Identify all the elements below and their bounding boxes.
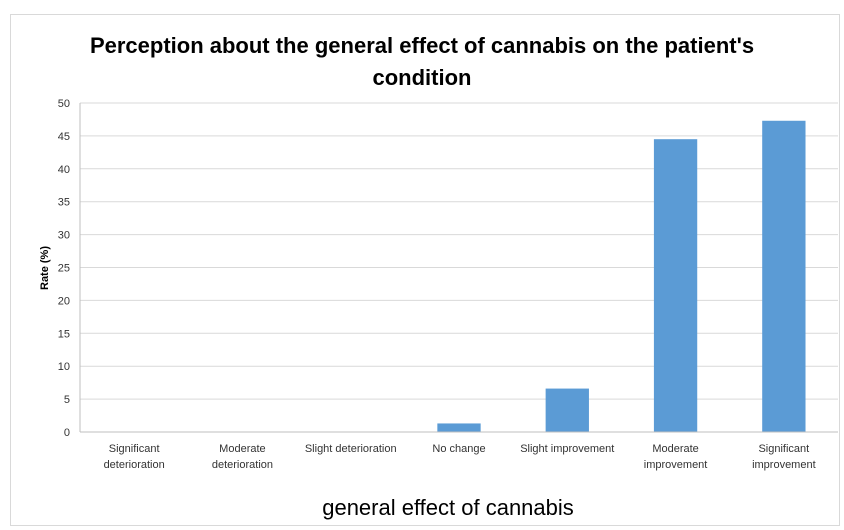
x-tick-label: Significant improvement (752, 443, 816, 471)
y-tick-label: 40 (58, 164, 70, 176)
x-tick-label: Significant deterioration (104, 443, 165, 471)
y-tick-label: 35 (58, 197, 70, 209)
y-tick-label: 15 (58, 328, 70, 340)
y-tick-label: 20 (58, 295, 70, 307)
bar-significant-improvement (762, 120, 806, 433)
x-tick-label: Moderate improvement (644, 443, 708, 471)
chart-title: Perception about the general effect of c… (89, 33, 755, 90)
y-tick-label: 10 (58, 361, 70, 373)
x-tick-label: No change (432, 443, 485, 455)
x-tick-label: Slight deterioration (305, 443, 397, 455)
y-tick-label: 0 (64, 427, 70, 439)
y-tick-label: 25 (58, 263, 70, 275)
x-tick-label: Moderate deterioration (212, 443, 273, 471)
y-tick-label: 50 (58, 98, 70, 110)
y-axis-label: Rate (%) (39, 246, 51, 290)
bar-slight-improvement (545, 388, 589, 432)
bar-no-change (437, 423, 481, 432)
chart-frame (10, 14, 840, 526)
bar-moderate-improvement (653, 139, 698, 432)
y-tick-label: 45 (58, 131, 70, 143)
x-axis-label: general effect of cannabis (322, 495, 574, 520)
y-tick-label: 5 (64, 394, 70, 406)
x-tick-label: Slight improvement (520, 443, 614, 455)
y-tick-label: 30 (58, 230, 70, 242)
